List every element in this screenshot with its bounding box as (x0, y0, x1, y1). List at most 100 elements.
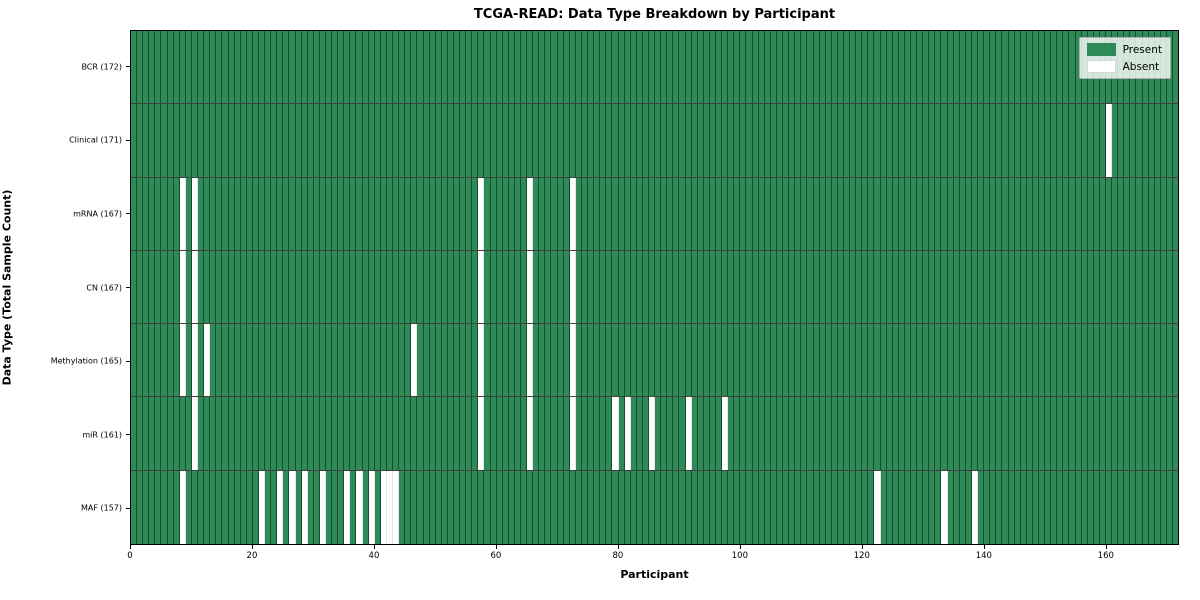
heatmap-cell (746, 104, 753, 177)
heatmap-cell (1008, 104, 1015, 177)
heatmap-cell (155, 31, 162, 104)
heatmap-cell (496, 177, 503, 250)
heatmap-cell (338, 470, 345, 544)
heatmap-cell (295, 397, 302, 470)
heatmap-cell (618, 177, 625, 250)
heatmap-cell (283, 250, 290, 324)
heatmap-cell (886, 104, 893, 177)
heatmap-cell (655, 31, 662, 104)
heatmap-cell (191, 397, 199, 470)
heatmap-cell (368, 324, 375, 397)
heatmap-cell (447, 177, 454, 250)
heatmap-cell (569, 250, 576, 324)
heatmap-cell (941, 104, 948, 177)
heatmap-cell (795, 31, 802, 104)
heatmap-cell (179, 31, 186, 104)
heatmap-cell (228, 31, 235, 104)
heatmap-cell (417, 397, 424, 470)
legend-swatch-present (1086, 43, 1116, 56)
heatmap-cell (813, 31, 820, 104)
heatmap-cell (606, 324, 613, 397)
heatmap-cell (618, 250, 625, 324)
heatmap-cell (1112, 470, 1119, 544)
heatmap-cell (380, 104, 387, 177)
heatmap-cell (356, 324, 363, 397)
heatmap-cell (953, 31, 960, 104)
heatmap-cell (319, 324, 326, 397)
heatmap-cell (575, 250, 582, 324)
heatmap-cell (648, 470, 656, 544)
heatmap-cell (283, 31, 290, 104)
heatmap-cell (344, 177, 351, 250)
heatmap-cell (1002, 177, 1009, 250)
heatmap-cell (496, 470, 503, 544)
heatmap-cell (770, 177, 777, 250)
heatmap-cell (143, 470, 150, 544)
heatmap-cell (277, 324, 284, 397)
heatmap-cell (191, 104, 199, 177)
heatmap-cell (813, 104, 820, 177)
heatmap-cell (630, 397, 637, 470)
heatmap-cell (283, 324, 290, 397)
heatmap-cell (167, 250, 174, 324)
heatmap-cell (697, 177, 704, 250)
heatmap-cell (508, 104, 515, 177)
heatmap-cell (642, 397, 649, 470)
heatmap-cell (161, 250, 168, 324)
heatmap-cell (551, 177, 558, 250)
heatmap-cell (770, 470, 777, 544)
heatmap-cell (326, 397, 333, 470)
heatmap-cell (606, 250, 613, 324)
y-tick-mark (126, 287, 130, 288)
heatmap-cell (222, 177, 229, 250)
heatmap-cell (868, 177, 875, 250)
heatmap-cell (691, 470, 698, 544)
heatmap-cell (514, 250, 521, 324)
heatmap-cell (423, 177, 430, 250)
heatmap-cell (143, 324, 150, 397)
heatmap-cell (563, 177, 570, 250)
heatmap-cell (636, 104, 643, 177)
heatmap-cell (246, 470, 253, 544)
heatmap-cell (380, 177, 387, 250)
heatmap-cell (959, 397, 966, 470)
heatmap-cell (258, 104, 266, 177)
heatmap-cell (825, 250, 832, 324)
heatmap-cell (399, 177, 406, 250)
heatmap-cell (447, 104, 454, 177)
x-tick-mark (617, 545, 619, 549)
heatmap-cell (1069, 104, 1076, 177)
heatmap-cell (1057, 104, 1064, 177)
heatmap-cell (868, 324, 875, 397)
legend-label-absent: Absent (1122, 60, 1160, 73)
heatmap-cell (984, 397, 991, 470)
heatmap-cell (557, 250, 564, 324)
heatmap-cell (1075, 177, 1082, 250)
heatmap-cell (374, 250, 381, 324)
heatmap-cell (996, 31, 1003, 104)
heatmap-cell (478, 397, 485, 470)
heatmap-cell (612, 250, 619, 324)
heatmap-cell (929, 31, 936, 104)
heatmap-cell (661, 177, 668, 250)
heatmap-row-5 (131, 397, 1179, 471)
heatmap-cell (594, 324, 601, 397)
heatmap-cell (904, 31, 911, 104)
heatmap-cell (911, 470, 918, 544)
heatmap-cell (399, 470, 406, 544)
heatmap-cell (1014, 397, 1021, 470)
heatmap-cell (1160, 397, 1167, 470)
heatmap-cell (137, 177, 144, 250)
heatmap-cell (551, 104, 558, 177)
heatmap-cell (551, 324, 558, 397)
heatmap-cell (807, 31, 814, 104)
heatmap-cell (496, 104, 503, 177)
heatmap-cell (283, 470, 290, 544)
heatmap-cell (959, 104, 966, 177)
heatmap-cell (892, 31, 899, 104)
heatmap-cell (892, 177, 899, 250)
heatmap-cell (770, 104, 777, 177)
heatmap-cell (801, 31, 808, 104)
heatmap-cell (1112, 397, 1119, 470)
heatmap-cell (137, 250, 144, 324)
